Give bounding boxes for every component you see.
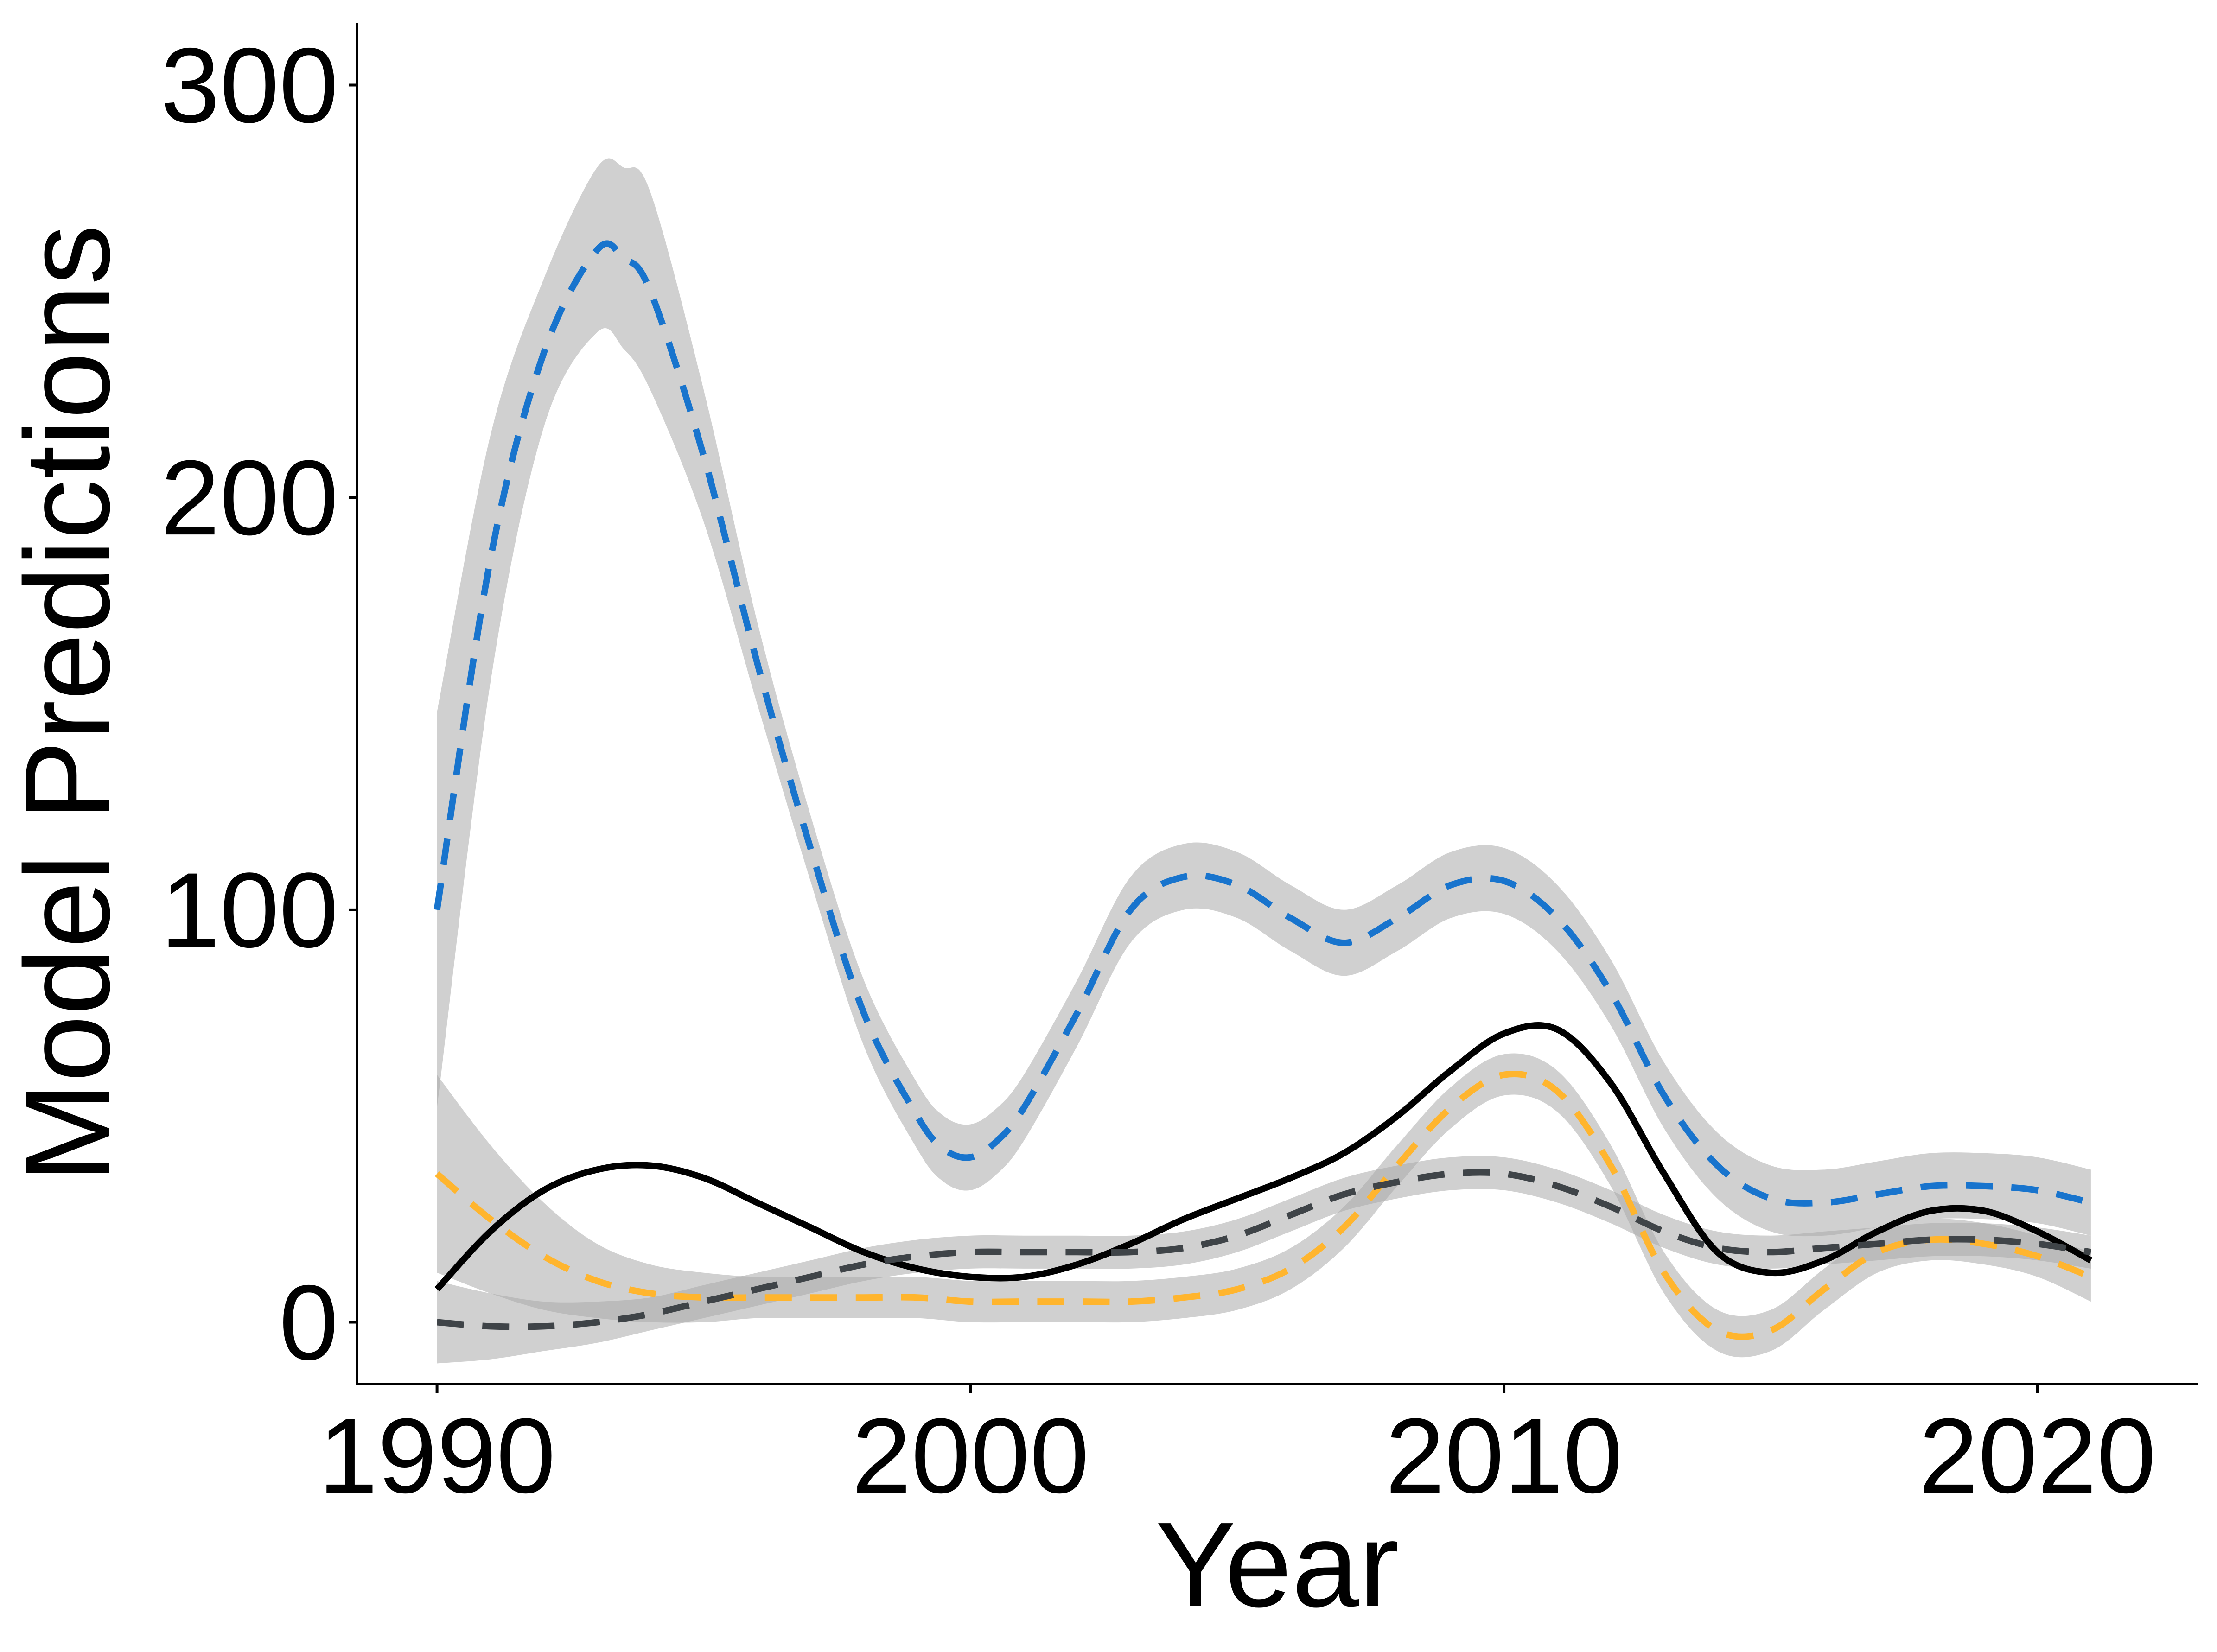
yellow-dashed-line bbox=[435, 1071, 2092, 1340]
y-tick-label: 200 bbox=[160, 438, 338, 557]
x-tick-label: 1990 bbox=[319, 1396, 556, 1515]
series-lines bbox=[433, 240, 2093, 1340]
y-tick-label: 300 bbox=[160, 25, 338, 145]
blue-dashed-confidence-band bbox=[437, 158, 2091, 1237]
x-tick-label: 2000 bbox=[852, 1396, 1089, 1515]
x-axis-title: Year bbox=[1155, 1498, 1399, 1632]
y-axis-title: Model Predictions bbox=[0, 225, 135, 1183]
gray-dashed-confidence-band bbox=[437, 1156, 2091, 1364]
black-solid-line bbox=[434, 1022, 2093, 1292]
y-axis-ticks: 0 100 200 300 bbox=[160, 25, 357, 1382]
confidence-bands bbox=[437, 158, 2091, 1364]
x-tick-label: 2010 bbox=[1385, 1396, 1623, 1515]
y-tick-label: 0 bbox=[279, 1263, 338, 1382]
x-tick-label: 2020 bbox=[1919, 1396, 2156, 1515]
blue-dashed-line bbox=[433, 240, 2092, 1207]
x-axis-ticks: 1990 2000 2010 2020 bbox=[319, 1384, 2156, 1515]
gray-dashed-line bbox=[437, 1169, 2091, 1330]
y-tick-label: 100 bbox=[160, 851, 338, 970]
